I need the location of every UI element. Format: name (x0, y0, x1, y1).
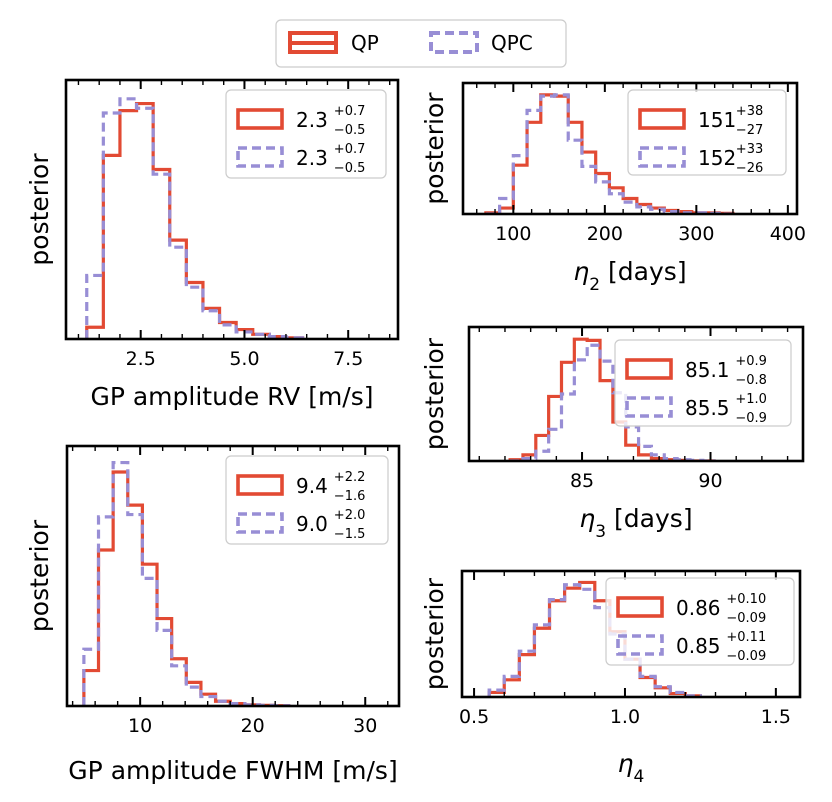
legend-lower-error: −0.8 (735, 373, 767, 388)
panel-eta2: 100 200 300 400 posterior η2 [days] 151 +38 −271… (420, 81, 806, 295)
x-axis-label: GP amplitude RV [m/s] (90, 382, 373, 411)
legend-swatch-qp (638, 108, 686, 130)
y-axis-label: posterior (420, 92, 449, 205)
legend-frame (225, 455, 389, 545)
x-axis-label: η4 (618, 749, 645, 787)
y-axis-label: posterior (25, 519, 54, 632)
legend-value-qp: 151 (698, 108, 736, 132)
legend-value-qpc: 152 (698, 146, 736, 170)
legend-qp-label: QP (351, 31, 379, 55)
legend-swatch-qpc (616, 634, 664, 656)
panel-eta4: 0.5 1.0 1.5 posterior η4 0.86 +0.10 −0.09 0.85 +0… (420, 569, 802, 787)
axes-frame-b (461, 81, 799, 216)
x-tick-label: 10 (128, 715, 152, 737)
x-tick-label: 90 (698, 470, 722, 492)
histogram-qpc-b (485, 93, 733, 214)
y-axis-label: posterior (420, 577, 449, 690)
panel-gp-amplitude-fwhm: 10 20 30 posterior GP amplitude FWHM [m/s] 9.… (25, 444, 401, 785)
legend-swatch-qpc (236, 146, 284, 168)
legend-upper-error: +33 (736, 142, 763, 157)
x-tick-label: 30 (353, 715, 377, 737)
legend-c: 85.1 +0.9 −0.8 85.5 +1.0 −0.9 (614, 339, 792, 427)
x-tick-label: 400 (770, 223, 806, 245)
panel-eta3: 85 90 posterior η3 [days] 85.1 +0.9 −0.8 85.5 +1… (420, 325, 805, 542)
legend-upper-error: +38 (736, 104, 763, 119)
global-legend: QP QPC (275, 19, 567, 68)
legend-swatch-qpc (236, 512, 284, 534)
legend-qpc-swatch-box (429, 31, 479, 54)
legend-upper-error: +2.2 (334, 470, 366, 485)
legend-upper-error: +0.9 (735, 354, 767, 369)
histogram-qpc-c (510, 343, 716, 461)
legend-a: 2.3 +0.7 −0.5 2.3 +0.7 −0.5 (225, 89, 387, 179)
legend-swatch-qpc (638, 146, 686, 168)
x-tick-label: 5.0 (229, 348, 259, 370)
legend-lower-error: −0.5 (334, 161, 366, 176)
x-tick-label: 1.0 (610, 706, 640, 728)
axes-frame-e (65, 444, 401, 708)
axes-frame-d (460, 569, 802, 699)
legend-upper-error: +0.7 (334, 142, 366, 157)
legend-value-qpc: 9.0 (296, 512, 328, 536)
legend-upper-error: +2.0 (334, 508, 366, 523)
legend-lower-error: −1.6 (334, 489, 366, 504)
legend-upper-error: +0.10 (726, 592, 766, 607)
x-tick-label: 0.5 (459, 706, 489, 728)
histogram-qpc-d (487, 583, 703, 697)
legend-lower-error: −1.5 (334, 527, 366, 542)
x-tick-label: 100 (495, 223, 531, 245)
legend-swatch-qp (625, 358, 673, 380)
legend-value-qpc: 2.3 (296, 146, 328, 170)
x-axis-label: η2 [days] (573, 257, 686, 295)
y-axis-label: posterior (420, 337, 449, 450)
legend-swatch-qp (616, 596, 664, 618)
legend-swatch-qp (236, 108, 284, 130)
legend-lower-error: −0.5 (334, 123, 366, 138)
legend-swatch-qpc (625, 396, 673, 418)
legend-value-qp: 85.1 (685, 358, 730, 382)
legend-swatch-qp (236, 474, 284, 496)
panel-gp-amplitude-rv: 2.5 5.0 7.5 posterior GP amplitude RV [m/s] 2… (25, 78, 400, 411)
legend-e: 9.4 +2.2 −1.6 9.0 +2.0 −1.5 (225, 455, 389, 545)
x-tick-label: 2.5 (126, 348, 156, 370)
legend-upper-error: +1.0 (735, 392, 767, 407)
legend-lower-error: −27 (736, 123, 763, 138)
x-tick-label: 20 (241, 715, 265, 737)
legend-value-qpc: 0.85 (676, 634, 721, 658)
legend-value-qpc: 85.5 (685, 396, 730, 420)
legend-upper-error: +0.11 (726, 630, 766, 645)
legend-lower-error: −0.09 (726, 611, 766, 626)
axes-frame-c (467, 325, 805, 463)
x-tick-label: 7.5 (333, 348, 363, 370)
histogram-qpc-a (85, 97, 305, 339)
legend-frame (225, 89, 387, 179)
x-tick-label: 200 (587, 223, 623, 245)
x-tick-label: 300 (678, 223, 714, 245)
legend-value-qp: 9.4 (296, 474, 328, 498)
legend-lower-error: −26 (736, 161, 763, 176)
legend-qp-swatch-box (288, 31, 338, 54)
legend-qpc-label: QPC (491, 31, 533, 55)
legend-upper-error: +0.7 (334, 104, 366, 119)
legend-d: 0.86 +0.10 −0.09 0.85 +0.11 −0.09 (605, 577, 795, 666)
legend-lower-error: −0.9 (735, 411, 767, 426)
x-tick-label: 85 (570, 470, 594, 492)
axes-frame-a (64, 78, 400, 341)
x-axis-label: η3 [days] (579, 504, 692, 542)
legend-value-qp: 2.3 (296, 108, 328, 132)
x-axis-label: GP amplitude FWHM [m/s] (68, 756, 397, 785)
x-tick-label: 1.5 (761, 706, 791, 728)
y-axis-label: posterior (25, 153, 54, 266)
legend-value-qp: 0.86 (676, 596, 721, 620)
legend-lower-error: −0.09 (726, 649, 766, 664)
